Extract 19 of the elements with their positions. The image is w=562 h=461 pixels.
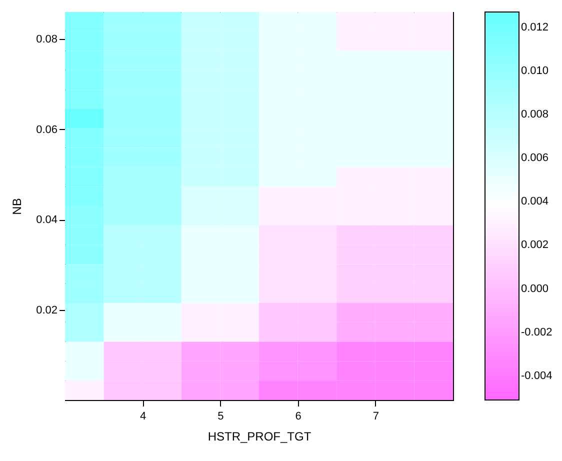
color-bar-label: 0.006 [521,152,549,164]
color-bar-label: 0.000 [521,282,549,295]
x-tick-label: 4 [140,410,146,422]
x-tick-label: 6 [295,410,302,422]
color-bar-label: 0.010 [521,64,549,77]
color-bar-label: -0.004 [521,370,552,382]
color-bar-label: -0.002 [521,326,552,338]
x-tick-label: 7 [372,410,379,422]
x-tick-label: 5 [218,410,224,422]
y-tick-label: 0.08 [36,34,58,46]
y-axis-title: NB [10,198,24,215]
color-bar-label: 0.008 [521,108,549,120]
y-tick-label: 0.04 [36,214,58,226]
color-bar-label: 0.012 [521,21,549,34]
color-bar-label: 0.002 [521,239,549,252]
color-bar-label: 0.004 [521,196,549,208]
y-tick-label: 0.06 [36,124,58,136]
y-tick-label: 0.02 [36,304,58,316]
x-axis-title: HSTR_PROF_TGT [208,430,312,444]
